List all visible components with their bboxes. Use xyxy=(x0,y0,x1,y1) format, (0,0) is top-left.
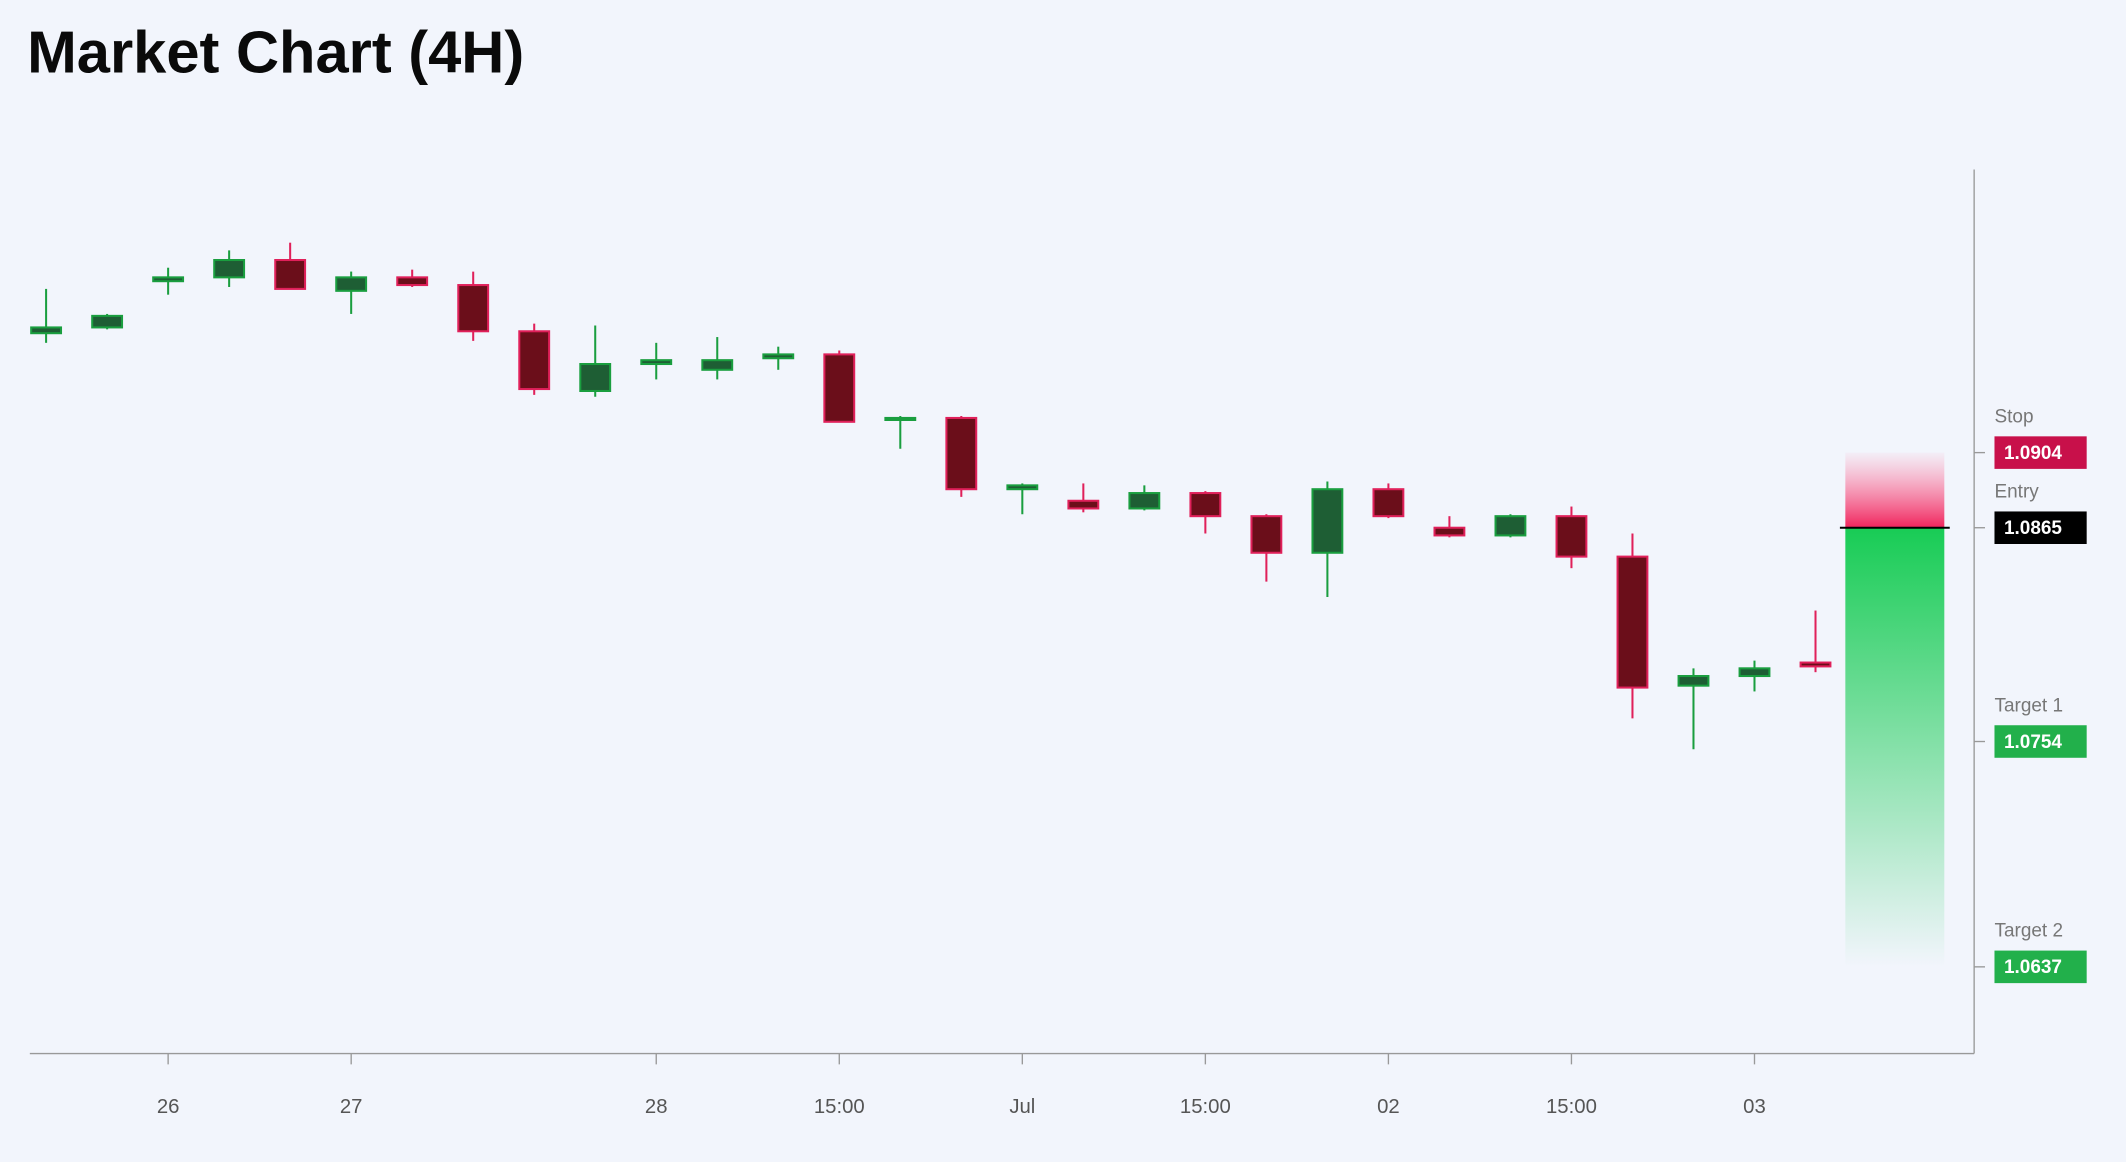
candle-body xyxy=(945,416,978,491)
stop-zone xyxy=(1845,452,1945,528)
candle-body xyxy=(579,363,612,392)
candle-body xyxy=(1799,661,1832,668)
x-tick-label: 15:00 xyxy=(814,1096,865,1118)
level-badge xyxy=(1994,725,2087,758)
candle-body xyxy=(884,416,917,421)
x-tick-label: 28 xyxy=(645,1096,668,1118)
level-name: Target 2 xyxy=(1994,921,2063,942)
candle-body xyxy=(1372,488,1405,518)
candle-body xyxy=(1616,555,1649,689)
x-tick-label: Jul xyxy=(1009,1096,1035,1118)
candle-body xyxy=(1738,667,1771,678)
candle-body xyxy=(1555,515,1588,558)
candle-body xyxy=(1006,484,1039,491)
candle-body xyxy=(1250,515,1283,554)
candle-body xyxy=(1128,492,1161,510)
candle-body xyxy=(274,258,307,290)
level-badge xyxy=(1994,436,2087,469)
candle-body xyxy=(1067,499,1100,510)
candle-body xyxy=(518,330,551,391)
candle-body xyxy=(30,326,63,335)
x-tick-label: 15:00 xyxy=(1546,1096,1597,1118)
level-value: 1.0754 xyxy=(2004,732,2062,753)
candle-body xyxy=(701,359,734,371)
level-value: 1.0637 xyxy=(2004,957,2062,978)
candle-body xyxy=(1494,515,1527,537)
candle-body xyxy=(335,276,368,292)
candle-body xyxy=(396,276,429,287)
level-badge xyxy=(1994,511,2087,544)
x-tick-label: 02 xyxy=(1377,1096,1400,1118)
candle-body xyxy=(213,258,246,279)
x-tick-label: 26 xyxy=(157,1096,180,1118)
level-badge xyxy=(1994,950,2087,984)
candle-body xyxy=(152,276,185,283)
candle-body xyxy=(762,353,795,360)
level-name: Entry xyxy=(1994,481,2039,502)
target-zone xyxy=(1845,527,1945,967)
level-value: 1.0904 xyxy=(2004,443,2062,464)
candle-body xyxy=(640,359,673,366)
x-tick-label: 03 xyxy=(1743,1096,1766,1118)
candle-body xyxy=(1189,492,1222,518)
candle-body xyxy=(823,353,856,423)
candle-body xyxy=(457,284,490,333)
chart-title: Market Chart (4H) xyxy=(27,19,524,86)
x-tick-label: 27 xyxy=(340,1096,363,1118)
candle-body xyxy=(1311,488,1344,554)
candle-body xyxy=(1433,526,1466,537)
level-name: Stop xyxy=(1994,406,2033,427)
candle-body xyxy=(91,314,124,329)
x-tick-label: 15:00 xyxy=(1180,1096,1231,1118)
level-value: 1.0865 xyxy=(2004,518,2062,539)
candle-body xyxy=(1677,675,1710,687)
level-name: Target 1 xyxy=(1994,695,2063,716)
